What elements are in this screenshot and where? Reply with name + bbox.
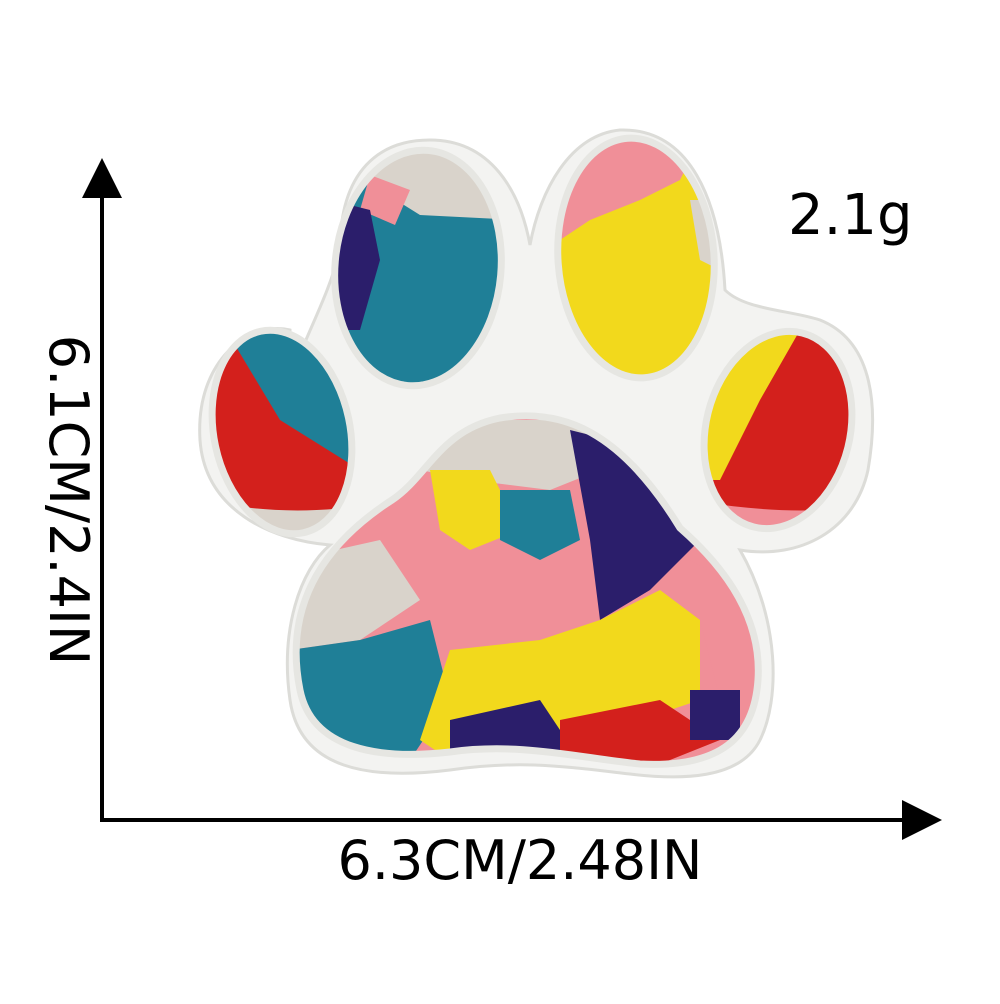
height-dimension-label: 6.1CM/2.4IN [37,334,100,666]
width-dimension-label: 6.3CM/2.48IN [337,829,703,892]
weight-label: 2.1g [788,183,913,248]
